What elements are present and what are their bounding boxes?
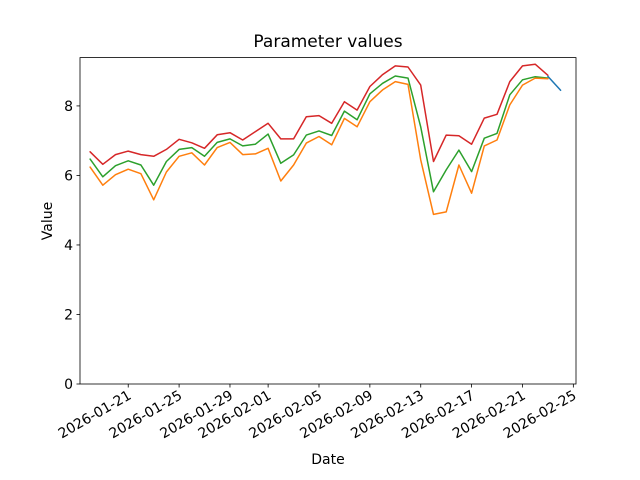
plot-area-frame <box>79 57 577 385</box>
y-tick-label: 6 <box>64 168 73 184</box>
series-green-line <box>89 75 549 193</box>
y-axis-ticks: 0 2 4 6 8 <box>64 99 80 393</box>
x-axis-label: Date <box>311 452 344 468</box>
y-axis-label: Value <box>40 202 56 240</box>
chart-title: Parameter values <box>253 32 402 52</box>
series-red-line <box>89 63 549 166</box>
series-lines <box>89 63 562 216</box>
series-orange-line <box>89 77 549 216</box>
y-tick-label: 8 <box>64 99 73 115</box>
y-tick-label: 0 <box>64 377 73 393</box>
y-tick-label: 4 <box>64 238 73 254</box>
series-blue-line <box>547 75 562 92</box>
y-tick-label: 2 <box>64 307 73 323</box>
